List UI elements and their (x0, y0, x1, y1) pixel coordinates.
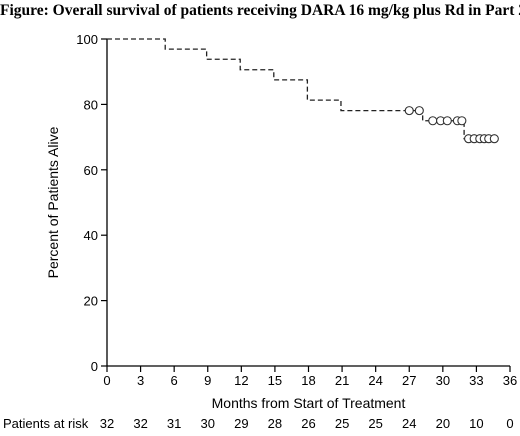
y-axis-label: Percent of Patients Alive (45, 126, 61, 278)
risk-count: 32 (133, 416, 147, 431)
y-tick-label: 40 (84, 228, 98, 243)
x-tick-label: 24 (368, 373, 382, 388)
risk-count: 10 (469, 416, 483, 431)
x-tick-label: 3 (137, 373, 144, 388)
y-tick-label: 80 (84, 97, 98, 112)
censor-mark (442, 116, 452, 126)
censor-marks (404, 106, 499, 144)
risk-table-counts: 32 32 31 30 29 28 26 25 25 24 20 10 0 (100, 416, 514, 431)
x-tick-label: 21 (335, 373, 349, 388)
risk-count: 29 (234, 416, 248, 431)
risk-count: 28 (268, 416, 282, 431)
risk-count: 25 (368, 416, 382, 431)
x-tick-label: 9 (204, 373, 211, 388)
survival-step-line (107, 38, 495, 140)
censor-mark (457, 116, 467, 126)
survival-curve (107, 38, 495, 140)
censor-mark (489, 134, 499, 144)
risk-count: 20 (436, 416, 450, 431)
risk-count: 0 (506, 416, 513, 431)
risk-count: 26 (301, 416, 315, 431)
risk-count: 25 (335, 416, 349, 431)
y-tick-label: 20 (84, 294, 98, 309)
x-tick-label: 27 (402, 373, 416, 388)
x-axis-label: Months from Start of Treatment (212, 395, 406, 411)
x-tick-label: 6 (171, 373, 178, 388)
x-tick-label: 15 (268, 373, 282, 388)
x-tick-label: 33 (469, 373, 483, 388)
y-tick-label: 60 (84, 163, 98, 178)
x-tick-label: 0 (103, 373, 110, 388)
x-tick-label: 30 (436, 373, 450, 388)
y-tick-label: 100 (76, 32, 98, 47)
figure-title: Figure: Overall survival of patients rec… (0, 2, 520, 19)
risk-table-label: Patients at risk (3, 416, 89, 431)
risk-count: 24 (402, 416, 416, 431)
censor-mark (414, 106, 424, 116)
censor-mark (404, 106, 414, 116)
chart-axes (106, 39, 510, 367)
risk-count: 31 (167, 416, 181, 431)
risk-count: 32 (100, 416, 114, 431)
y-tick-label: 0 (91, 359, 98, 374)
x-tick-label: 36 (503, 373, 517, 388)
x-tick-label: 12 (234, 373, 248, 388)
censor-mark (428, 116, 438, 126)
risk-count: 30 (201, 416, 215, 431)
x-tick-label: 18 (301, 373, 315, 388)
